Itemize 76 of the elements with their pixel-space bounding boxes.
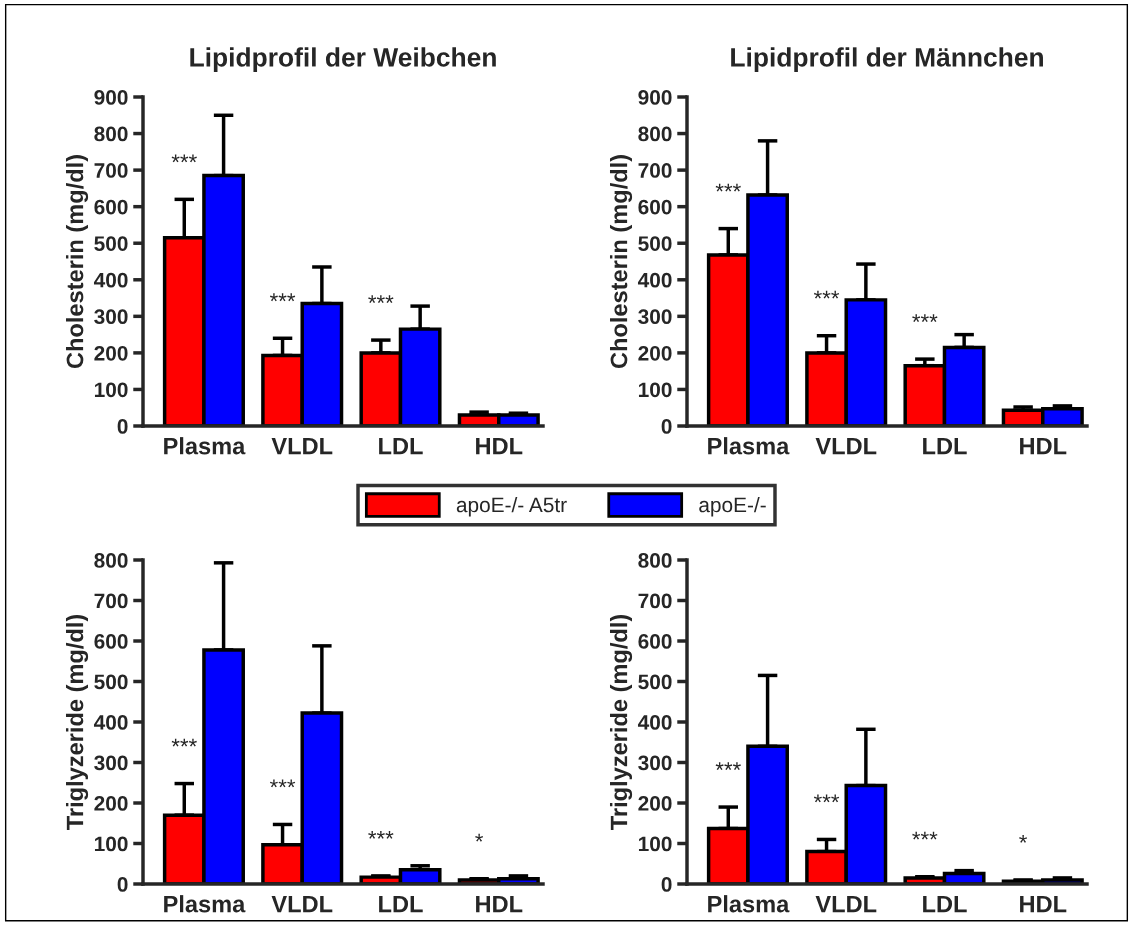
annotation: ***	[368, 831, 394, 839]
y-tick-label: 400	[93, 715, 128, 730]
chart-title: Lipidprofil der Männchen	[731, 47, 1043, 72]
annotation: ***	[912, 831, 938, 840]
x-tick-label: LDL	[923, 437, 967, 455]
y-tick-label: 700	[638, 593, 672, 609]
y-axis-title: Triglyzeride (mg/dl)	[65, 614, 89, 830]
y-axis-title: Cholesterin (mg/dl)	[609, 155, 633, 369]
y-tick-label: 900	[638, 90, 672, 105]
annotation: ***	[171, 154, 197, 163]
annotation: ***	[813, 794, 840, 803]
y-tick-label: 0	[117, 419, 128, 434]
x-tick-label: Plasma	[164, 437, 246, 455]
y-tick-label: 800	[638, 126, 672, 142]
annotation: *	[475, 833, 484, 842]
y-tick-label: 700	[94, 163, 128, 178]
y-tick-label: 200	[638, 345, 672, 361]
x-tick-label: HDL	[1020, 437, 1067, 455]
y-tick-label: 700	[94, 593, 128, 609]
y-tick-label: 300	[94, 755, 128, 771]
y-tick-label: 400	[637, 715, 672, 730]
x-tick-label: Plasma	[708, 895, 790, 913]
y-tick-label: 300	[94, 309, 128, 325]
y-tick-label: 300	[638, 755, 672, 771]
x-tick-label: Plasma	[708, 437, 790, 455]
y-tick-label: 0	[661, 877, 672, 892]
x-tick-label: VLDL	[815, 895, 877, 913]
x-tick-label: HDL	[476, 895, 523, 913]
y-tick-label: 200	[638, 796, 672, 811]
y-tick-label: 400	[637, 272, 672, 288]
x-tick-label: LDL	[379, 895, 423, 913]
y-tick-label: 600	[94, 199, 128, 215]
y-tick-label: 100	[94, 836, 128, 852]
annotation: ***	[715, 183, 741, 192]
annotation: ***	[912, 314, 938, 323]
chart-title: Lipidprofil der Weibchen	[190, 47, 496, 72]
y-tick-label: 800	[94, 553, 128, 568]
y-tick-label: 400	[93, 272, 128, 288]
x-tick-label: HDL	[1020, 895, 1067, 913]
y-tick-label: 900	[94, 90, 128, 105]
annotation: ***	[171, 738, 197, 747]
y-axis-title: Cholesterin (mg/dl)	[65, 155, 89, 369]
x-tick-label: LDL	[379, 437, 423, 455]
y-tick-label: 600	[638, 199, 672, 215]
annotation: ***	[269, 779, 296, 788]
y-tick-label: 800	[94, 126, 128, 142]
y-tick-label: 700	[638, 163, 672, 178]
legend-label: apoE-/- A5tr	[456, 496, 567, 517]
x-tick-label: LDL	[923, 895, 967, 913]
y-tick-label: 0	[117, 877, 128, 892]
y-tick-label: 100	[94, 382, 128, 398]
y-tick-label: 600	[94, 634, 128, 649]
x-tick-label: HDL	[476, 437, 523, 455]
y-tick-label: 500	[638, 674, 672, 690]
y-tick-label: 200	[94, 345, 128, 361]
y-tick-label: 500	[94, 236, 128, 251]
legend-label: apoE-/-	[699, 496, 766, 517]
x-tick-label: VLDL	[271, 895, 333, 913]
y-tick-label: 800	[638, 553, 672, 568]
x-tick-label: VLDL	[815, 437, 877, 455]
annotation: ***	[715, 762, 741, 770]
y-tick-label: 500	[94, 674, 128, 690]
annotation: ***	[269, 293, 296, 302]
y-tick-label: 0	[661, 419, 672, 434]
y-tick-label: 600	[638, 634, 672, 649]
y-tick-label: 300	[638, 309, 672, 325]
x-tick-label: Plasma	[164, 895, 246, 913]
annotation: ***	[813, 290, 840, 299]
annotation: ***	[368, 295, 394, 303]
y-axis-title: Triglyzeride (mg/dl)	[609, 614, 633, 830]
y-tick-label: 500	[638, 236, 672, 251]
y-tick-label: 100	[638, 382, 672, 398]
y-tick-label: 100	[638, 836, 672, 852]
x-tick-label: VLDL	[271, 437, 333, 455]
annotation: *	[1019, 835, 1028, 843]
y-tick-label: 200	[94, 796, 128, 811]
